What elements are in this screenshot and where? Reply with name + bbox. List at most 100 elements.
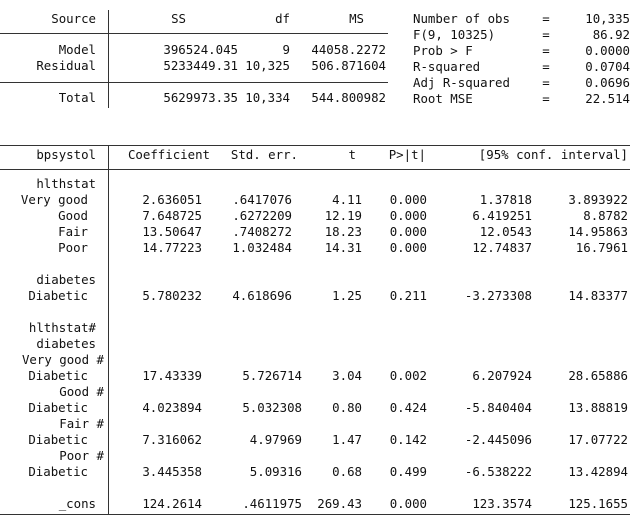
- cell-coefficient: 3.445358: [142, 464, 202, 479]
- cell-ci-upper: 3.893922: [568, 192, 628, 207]
- row-label-line1: Good #: [59, 384, 104, 399]
- anova-header-df: df: [275, 11, 290, 26]
- cell-stderr: 4.618696: [232, 288, 292, 303]
- stat-label: Root MSE: [413, 91, 473, 106]
- cell-ci-lower: 12.0543: [479, 224, 532, 239]
- cell-coefficient: 2.636051: [142, 192, 202, 207]
- stat-equals: =: [542, 91, 550, 106]
- coef-top-rule-left: [0, 145, 108, 146]
- anova-row-ms: 506.871604: [311, 58, 386, 73]
- row-label-line2: Diabetic: [28, 432, 88, 447]
- stat-label: Number of obs: [413, 11, 510, 26]
- cell-pvalue: 0.499: [389, 464, 427, 479]
- coef-divider: [108, 145, 109, 515]
- cell-ci-lower: 12.74837: [472, 240, 532, 255]
- cell-ci-lower: -6.538222: [464, 464, 532, 479]
- cell-ci-upper: 16.7961: [575, 240, 628, 255]
- stat-value: 86.92: [592, 27, 630, 42]
- coef-top-rule-right: [108, 145, 630, 146]
- cell-ci-lower: 6.419251: [472, 208, 532, 223]
- row-label: Fair: [58, 224, 88, 239]
- cell-ci-lower: 6.207924: [472, 368, 532, 383]
- cell-ci-upper: 8.8782: [583, 208, 628, 223]
- coef-header-rule-right: [108, 169, 630, 170]
- anova-header-ss: SS: [171, 11, 186, 26]
- group-label-diabetes: diabetes: [36, 272, 96, 287]
- cell-coefficient: 13.50647: [142, 224, 202, 239]
- anova-row-source: Model: [58, 42, 96, 57]
- cell-t: 1.47: [332, 432, 362, 447]
- cell-ci-lower: -3.273308: [464, 288, 532, 303]
- cell-ci-lower: 1.37818: [479, 192, 532, 207]
- cell-coefficient: 4.023894: [142, 400, 202, 415]
- cell-t: 18.23: [324, 224, 362, 239]
- stat-label: Adj R-squared: [413, 75, 510, 90]
- stat-equals: =: [542, 43, 550, 58]
- anova-total-ss: 5629973.35: [163, 90, 238, 105]
- stat-equals: =: [542, 75, 550, 90]
- cell-pvalue: 0.002: [389, 368, 427, 383]
- group-label-interaction-line2: diabetes: [36, 336, 96, 351]
- cell-stderr: 4.97969: [249, 432, 302, 447]
- cell-t: 3.04: [332, 368, 362, 383]
- cell-ci-upper: 14.95863: [568, 224, 628, 239]
- anova-row-ss: 5233449.31: [163, 58, 238, 73]
- cell-stderr: 5.09316: [249, 464, 302, 479]
- row-label-line2: Diabetic: [28, 464, 88, 479]
- row-label-line2: Diabetic: [28, 368, 88, 383]
- row-label-line1: Fair #: [59, 416, 104, 431]
- cell-t: 12.19: [324, 208, 362, 223]
- cell-t: 0.80: [332, 400, 362, 415]
- coef-header-rule-left: [0, 169, 108, 170]
- cell-ci-upper: 13.88819: [568, 400, 628, 415]
- cell-pvalue: 0.000: [389, 192, 427, 207]
- row-label: Good: [58, 208, 88, 223]
- anova-row-ss: 396524.045: [163, 42, 238, 57]
- stat-label: F(9, 10325): [413, 27, 496, 42]
- row-label-line1: Poor #: [59, 448, 104, 463]
- coef-header-coefficient: Coefficient: [127, 147, 210, 162]
- stat-label: R-squared: [413, 59, 481, 74]
- anova-row-df: 9: [282, 42, 290, 57]
- cell-pvalue: 0.424: [389, 400, 427, 415]
- stat-value: 0.0696: [585, 75, 630, 90]
- cell-stderr: 5.726714: [242, 368, 302, 383]
- anova-total-source: Total: [58, 90, 96, 105]
- coef-header-depvar: bpsystol: [36, 147, 96, 162]
- row-label-line2: Diabetic: [28, 400, 88, 415]
- group-label-hlthstat: hlthstat: [36, 176, 96, 191]
- coef-header-conf-interval: [95% conf. interval]: [478, 147, 628, 162]
- cell-ci-lower: 123.3574: [472, 496, 532, 511]
- cell-coefficient: 124.2614: [142, 496, 202, 511]
- cell-pvalue: 0.000: [389, 240, 427, 255]
- stat-value: 10,335: [585, 11, 630, 26]
- cell-coefficient: 7.316062: [142, 432, 202, 447]
- cell-pvalue: 0.142: [389, 432, 427, 447]
- cell-stderr: .4611975: [242, 496, 302, 511]
- coef-header-t: t: [348, 147, 356, 162]
- stat-equals: =: [542, 11, 550, 26]
- cell-stderr: .6417076: [232, 192, 292, 207]
- anova-header-rule-right: [108, 33, 388, 34]
- cell-ci-upper: 17.07722: [568, 432, 628, 447]
- anova-total-rule-right: [108, 82, 388, 83]
- row-label: Poor: [58, 240, 88, 255]
- cell-coefficient: 14.77223: [142, 240, 202, 255]
- coef-header-pvalue: P>|t|: [388, 147, 426, 162]
- cell-coefficient: 17.43339: [142, 368, 202, 383]
- cell-ci-upper: 125.1655: [568, 496, 628, 511]
- stat-equals: =: [542, 27, 550, 42]
- cell-pvalue: 0.000: [389, 496, 427, 511]
- cell-stderr: .6272209: [232, 208, 292, 223]
- cell-ci-upper: 13.42894: [568, 464, 628, 479]
- stat-label: Prob > F: [413, 43, 473, 58]
- anova-row-source: Residual: [36, 58, 96, 73]
- cell-pvalue: 0.000: [389, 224, 427, 239]
- cell-pvalue: 0.211: [389, 288, 427, 303]
- stat-value: 0.0000: [585, 43, 630, 58]
- cell-pvalue: 0.000: [389, 208, 427, 223]
- anova-header-source: Source: [51, 11, 96, 26]
- row-label-line1: Very good #: [21, 352, 104, 367]
- cell-stderr: 5.032308: [242, 400, 302, 415]
- cell-ci-upper: 14.83377: [568, 288, 628, 303]
